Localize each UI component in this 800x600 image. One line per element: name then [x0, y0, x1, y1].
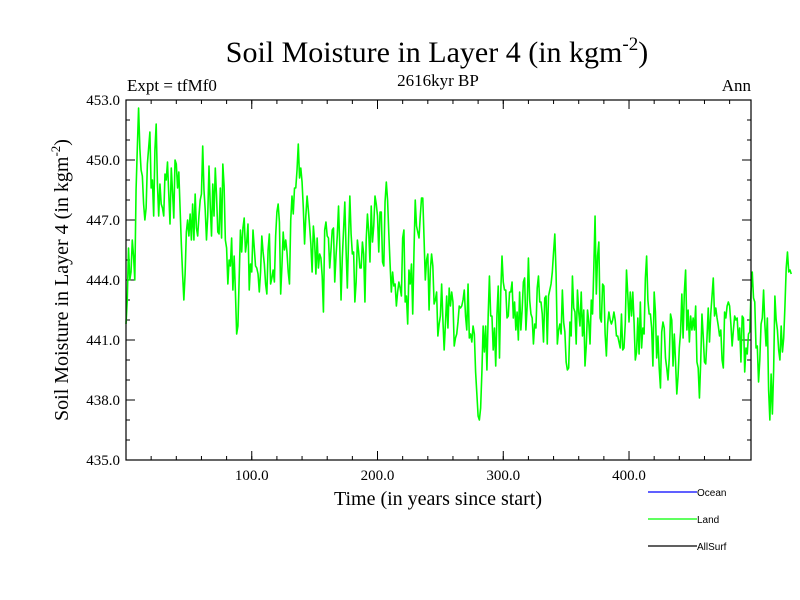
- y-tick-label: 435.0: [86, 453, 120, 469]
- series-line-land: [125, 107, 793, 421]
- x-tick-label: 200.0: [361, 468, 395, 484]
- y-tick-label: 453.0: [86, 93, 120, 109]
- y-tick-label: 450.0: [86, 153, 120, 169]
- legend: Ocean Land AllSurf: [648, 488, 727, 553]
- y-tick-label: 441.0: [86, 333, 120, 349]
- x-tick-label: 400.0: [612, 468, 646, 484]
- y-tick-label: 438.0: [86, 393, 120, 409]
- x-axis-label: Time (in years since start): [334, 488, 542, 510]
- y-tick-label: 447.0: [86, 213, 120, 229]
- axis-tick-labels: 435.0 438.0 441.0 444.0 447.0 450.0 453.0 100.0…: [86, 93, 646, 484]
- plot-frame: [125, 99, 752, 461]
- season-label: Ann: [722, 76, 752, 95]
- legend-label-ocean: Ocean: [697, 488, 726, 499]
- chart-subtitle: 2616kyr BP: [397, 71, 479, 90]
- legend-label-allsurf: AllSurf: [697, 542, 727, 553]
- x-tick-label: 100.0: [235, 468, 269, 484]
- x-tick-label: 300.0: [486, 468, 520, 484]
- y-axis-label: Soil Moisture in Layer 4 (in kgm-2): [48, 139, 73, 421]
- chart-title: Soil Moisture in Layer 4 (in kgm-2): [226, 34, 648, 69]
- axis-ticks: [126, 99, 751, 461]
- experiment-label: Expt = tfMf0: [127, 76, 217, 95]
- y-tick-label: 444.0: [86, 273, 120, 289]
- legend-label-land: Land: [697, 515, 719, 526]
